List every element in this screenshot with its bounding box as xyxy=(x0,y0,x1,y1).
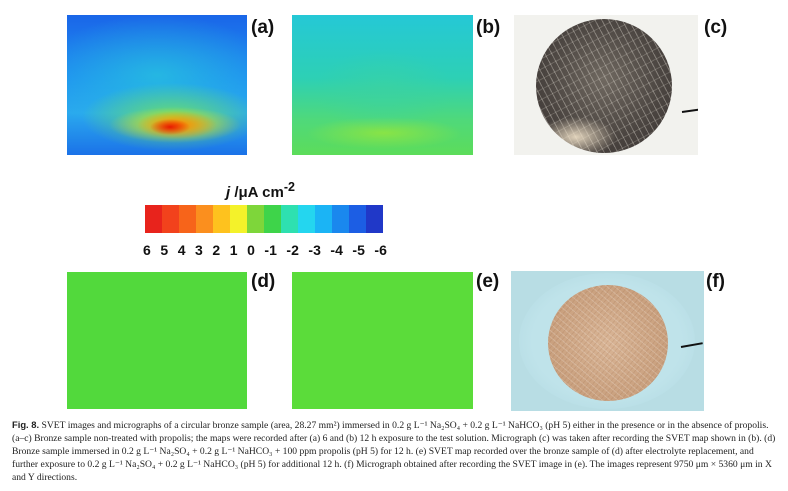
figure-caption: Fig. 8. SVET images and micrographs of a… xyxy=(12,418,778,484)
colorbar-title-unit: /μA cm xyxy=(230,184,284,201)
colorbar-tick-label: 6 xyxy=(143,242,151,258)
colorbar-title-exponent: -2 xyxy=(283,180,295,194)
colorbar-swatch xyxy=(315,205,332,233)
colorbar-swatch xyxy=(230,205,247,233)
probe-needle xyxy=(681,108,698,113)
colorbar-tick-label: -4 xyxy=(330,242,343,258)
panel-label-c: (c) xyxy=(704,17,728,38)
colorbar-tick-label: -5 xyxy=(352,242,365,258)
bronze-sample-disc xyxy=(548,285,668,401)
colorbar-ticks: 6 5 4 3 2 1 0 -1 -2 -3 -4 -5 -6 xyxy=(143,242,387,258)
colorbar-swatch xyxy=(264,205,281,233)
colorbar-title: j /μA cm-2 xyxy=(226,180,295,201)
colorbar-swatch xyxy=(179,205,196,233)
panel-label-f: (f) xyxy=(706,271,725,292)
colorbar-tick-label: 4 xyxy=(177,242,186,258)
colorbar-tick-label: 5 xyxy=(160,242,169,258)
panel-label-a: (a) xyxy=(251,17,275,38)
colorbar-tick-label: 2 xyxy=(212,242,221,258)
colorbar-swatch xyxy=(145,205,162,233)
colorbar-tick-label: -3 xyxy=(308,242,321,258)
colorbar-title-variable: j xyxy=(226,184,231,201)
colorbar-swatch xyxy=(213,205,230,233)
colorbar-swatch xyxy=(298,205,315,233)
colorbar-tick-label: 1 xyxy=(229,242,238,258)
colorbar-swatch xyxy=(349,205,366,233)
panel-label-b: (b) xyxy=(476,17,501,38)
colorbar-swatch xyxy=(196,205,213,233)
svet-map-d xyxy=(67,272,247,409)
colorbar-swatch xyxy=(281,205,298,233)
colorbar-tick-label: 0 xyxy=(247,242,255,258)
caption-text: SVET images and micrographs of a circula… xyxy=(12,420,776,483)
colorbar-swatch xyxy=(366,205,383,233)
colorbar-tick-label: -6 xyxy=(374,242,387,258)
colorbar-tick-label: 3 xyxy=(195,242,203,258)
panel-label-e: (e) xyxy=(476,271,500,292)
colorbar-swatch xyxy=(247,205,264,233)
svet-map-b xyxy=(292,15,473,155)
svet-map-e xyxy=(292,272,473,409)
colorbar-tick-label: -1 xyxy=(264,242,277,258)
svet-map-a xyxy=(67,15,247,155)
colorbar-tick-label: -2 xyxy=(286,242,299,258)
colorbar-swatch xyxy=(162,205,179,233)
bronze-sample-disc xyxy=(536,19,672,153)
figure-label: Fig. 8. xyxy=(12,419,40,430)
micrograph-c xyxy=(514,15,698,155)
colorbar-swatch xyxy=(332,205,349,233)
micrograph-f xyxy=(511,271,704,411)
colorbar xyxy=(145,205,383,233)
panel-label-d: (d) xyxy=(251,271,276,292)
